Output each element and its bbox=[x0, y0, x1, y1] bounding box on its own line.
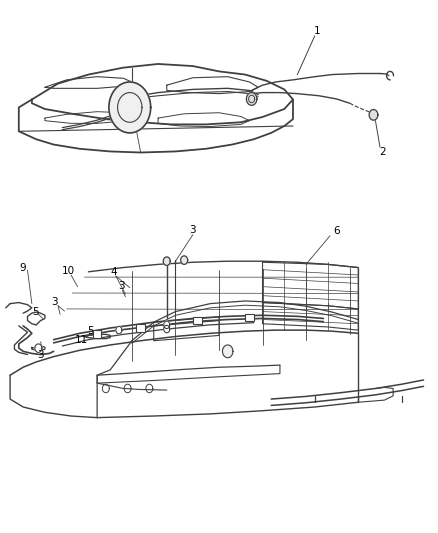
Text: 5: 5 bbox=[87, 326, 94, 336]
Text: 3: 3 bbox=[190, 225, 196, 236]
Polygon shape bbox=[223, 345, 233, 358]
Polygon shape bbox=[164, 321, 170, 328]
Polygon shape bbox=[247, 93, 257, 106]
Text: 5: 5 bbox=[32, 306, 39, 317]
Bar bbox=[136, 324, 145, 332]
Bar bbox=[193, 317, 201, 324]
Text: 3: 3 bbox=[118, 281, 124, 291]
Text: 2: 2 bbox=[379, 147, 385, 157]
Text: 3: 3 bbox=[51, 297, 58, 307]
Text: 3: 3 bbox=[37, 350, 44, 360]
Text: 10: 10 bbox=[62, 266, 75, 276]
Polygon shape bbox=[181, 256, 187, 264]
Text: 11: 11 bbox=[75, 335, 88, 345]
Polygon shape bbox=[116, 326, 122, 334]
Polygon shape bbox=[35, 344, 42, 352]
Polygon shape bbox=[369, 110, 378, 120]
Text: 1: 1 bbox=[314, 26, 320, 36]
Text: 6: 6 bbox=[333, 226, 340, 236]
Polygon shape bbox=[164, 325, 170, 333]
Text: 9: 9 bbox=[20, 263, 26, 272]
Text: 4: 4 bbox=[110, 267, 117, 277]
Bar bbox=[93, 330, 102, 337]
Polygon shape bbox=[163, 257, 170, 265]
Polygon shape bbox=[109, 82, 151, 133]
Bar bbox=[245, 314, 254, 321]
